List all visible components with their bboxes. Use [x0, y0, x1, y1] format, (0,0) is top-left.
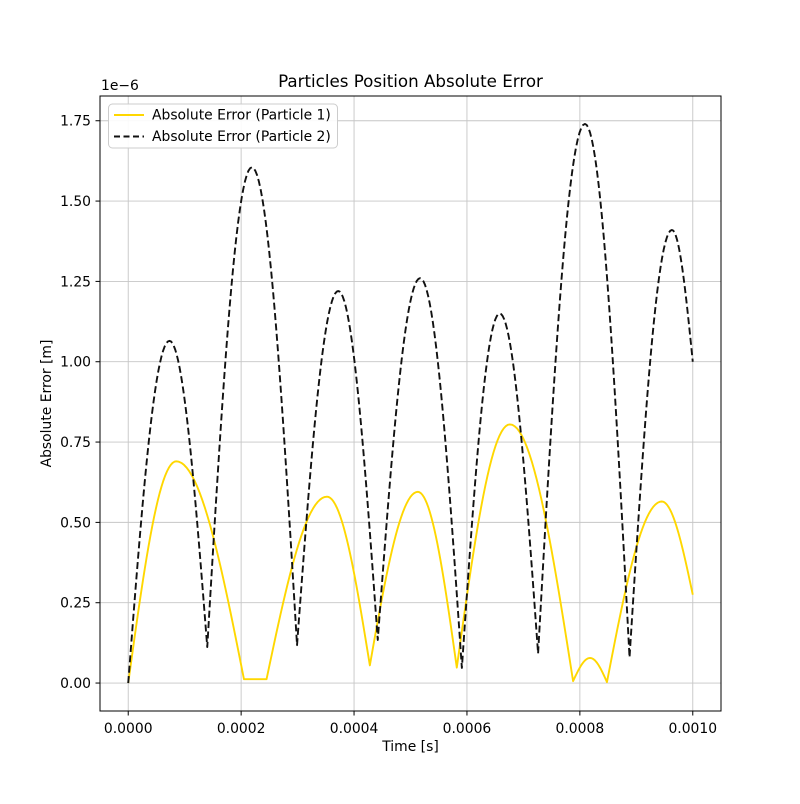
plot-border	[99, 95, 722, 712]
y-tick-label: 0.50	[60, 515, 91, 531]
y-tick-label: 1.50	[60, 194, 91, 210]
y-axis-offset-text: 1e−6	[101, 78, 139, 94]
legend-label-particle1: Absolute Error (Particle 1)	[152, 108, 331, 124]
x-tick-label: 0.0006	[443, 721, 492, 737]
legend-entry-particle1: Absolute Error (Particle 1)	[114, 108, 331, 124]
legend-label-particle2: Absolute Error (Particle 2)	[152, 129, 331, 145]
y-tick-label: 1.25	[60, 274, 91, 290]
legend-entry-particle2: Absolute Error (Particle 2)	[114, 129, 331, 145]
x-tick-label: 0.0008	[556, 721, 605, 737]
legend: Absolute Error (Particle 1) Absolute Err…	[108, 103, 338, 149]
chart-title: Particles Position Absolute Error	[278, 71, 543, 91]
legend-box	[108, 103, 338, 149]
y-tick-label: 0.25	[60, 596, 91, 612]
y-tick-label: 1.75	[60, 114, 91, 130]
y-tick-label: 0.00	[60, 676, 91, 692]
series-lines	[127, 123, 694, 684]
x-tick-label: 0.0002	[217, 721, 266, 737]
x-tick-label: 0.0000	[104, 721, 153, 737]
series-line-particle2	[127, 123, 694, 684]
x-axis-label: Time [s]	[381, 739, 439, 755]
series-line-particle1	[127, 423, 694, 684]
x-tick-label: 0.0010	[668, 721, 717, 737]
y-axis-label: Absolute Error [m]	[39, 340, 55, 468]
y-tick-label: 0.75	[60, 435, 91, 451]
y-tick-label: 1.00	[60, 355, 91, 371]
axis-ticks: 0.0000 0.0002 0.0004 0.0006 0.0008 0.0010 0.00…	[60, 114, 717, 737]
x-tick-label: 0.0004	[330, 721, 379, 737]
